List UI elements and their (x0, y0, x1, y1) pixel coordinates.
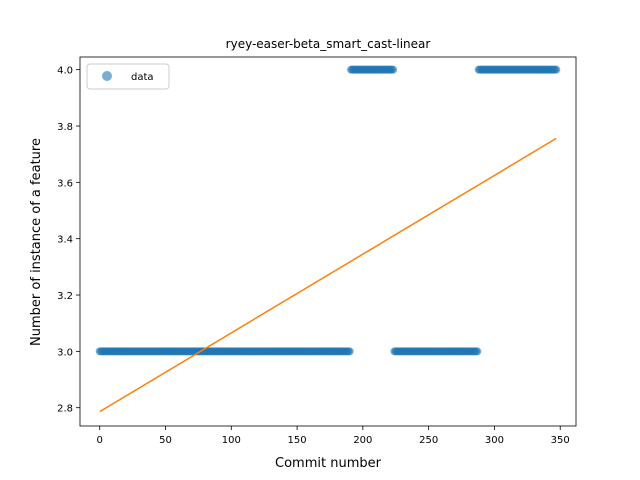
data-series (95, 65, 561, 356)
chart-title: ryey-easer-beta_smart_cast-linear (226, 37, 431, 51)
fit-series (99, 137, 557, 413)
fit-line (99, 137, 557, 413)
x-tick-label: 0 (97, 435, 103, 446)
y-axis-label: Number of instance of a feature (29, 138, 44, 346)
legend: data (86, 63, 170, 90)
x-tick-label: 100 (222, 435, 241, 446)
data-point (552, 65, 561, 74)
data-point (473, 347, 482, 356)
legend-marker (102, 71, 112, 81)
legend-box (86, 63, 170, 90)
data-point (345, 347, 354, 356)
x-tick-label: 50 (159, 435, 172, 446)
y-tick-label: 3.2 (57, 291, 73, 302)
x-tick-label: 250 (419, 435, 438, 446)
y-tick-label: 2.8 (57, 404, 73, 415)
y-tick-label: 3.6 (57, 178, 73, 189)
data-point (389, 65, 398, 74)
x-axis-label: Commit number (275, 456, 382, 471)
y-tick-label: 3.0 (57, 347, 73, 358)
y-tick-label: 3.4 (57, 235, 73, 246)
x-tick-label: 200 (353, 435, 372, 446)
y-tick-label: 3.8 (57, 122, 73, 133)
x-tick-label: 150 (288, 435, 307, 446)
x-tick-label: 300 (485, 435, 504, 446)
axes-frame (79, 56, 577, 427)
x-tick-label: 350 (551, 435, 570, 446)
y-axis: 2.8 3.0 3.2 3.4 3.6 3.8 4.0 (57, 66, 80, 415)
y-tick-label: 4.0 (57, 66, 73, 77)
x-axis: 0 50 100 150 200 250 300 350 (97, 426, 570, 446)
plot-area: 0 50 100 150 200 250 300 350 2.8 3.0 3.2 3.4 3.6 3.8… (57, 56, 577, 446)
legend-label: data (131, 72, 154, 83)
